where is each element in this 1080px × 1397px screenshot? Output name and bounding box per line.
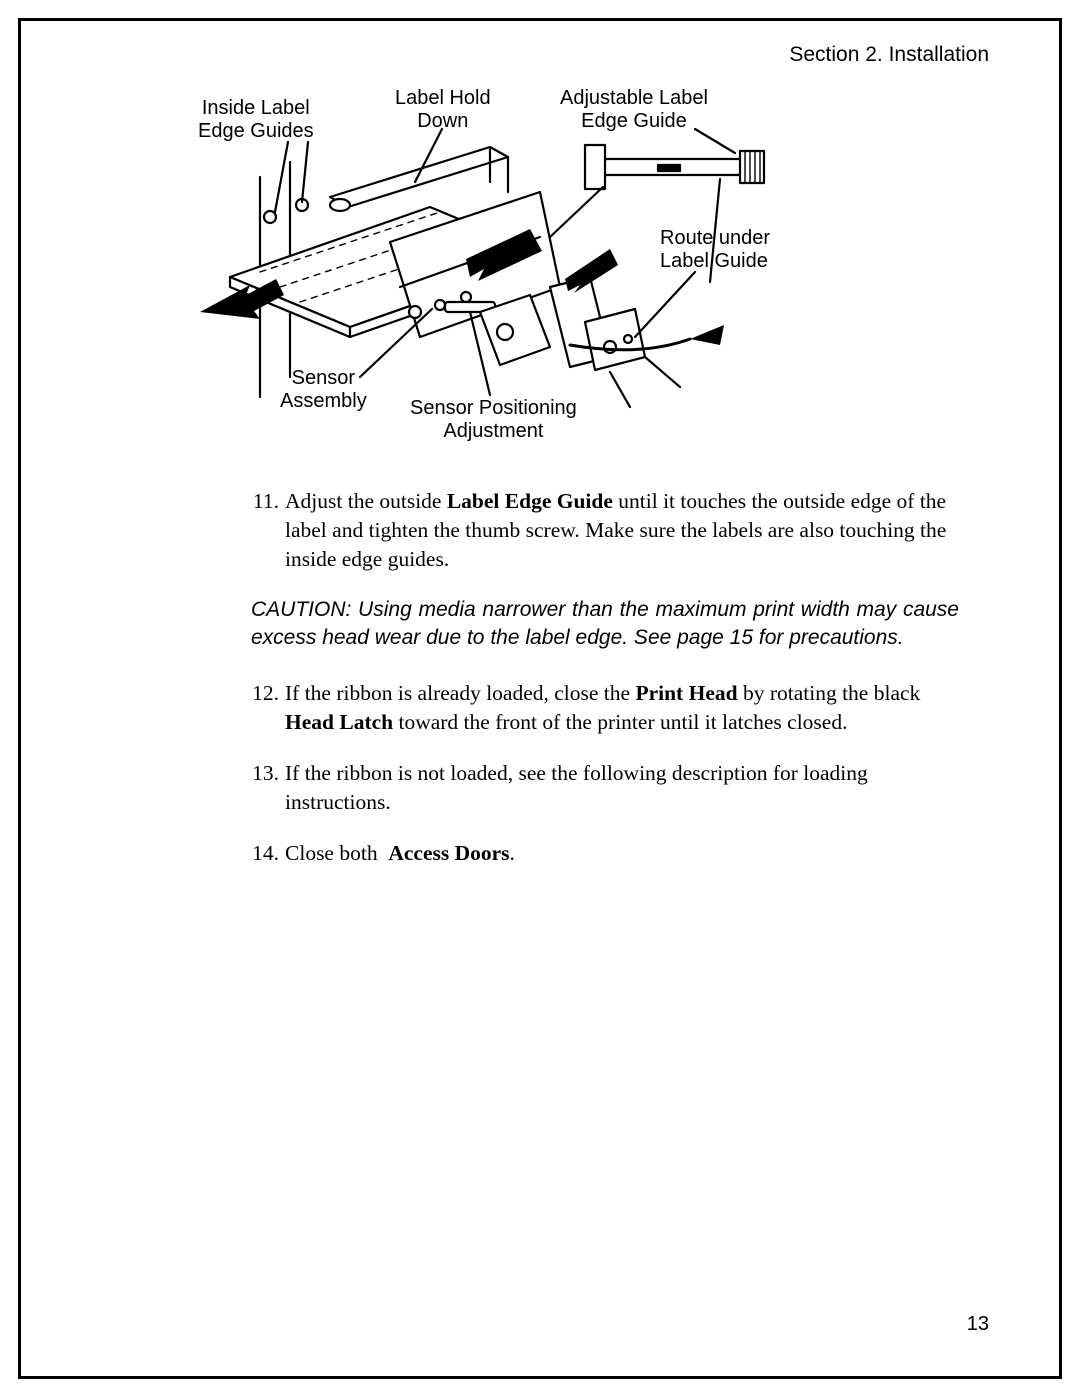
body-text: 11. Adjust the outside Label Edge Guide … xyxy=(251,487,959,868)
step-number: 13. xyxy=(251,759,285,817)
step-13: 13. If the ribbon is not loaded, see the… xyxy=(251,759,959,817)
step-content: If the ribbon is already loaded, close t… xyxy=(285,679,959,737)
step-14: 14. Close both Access Doors. xyxy=(251,839,959,868)
step-number: 12. xyxy=(251,679,285,737)
step-number: 11. xyxy=(251,487,285,574)
callout-label-hold-down: Label Hold Down xyxy=(395,87,491,133)
step-content: Close both Access Doors. xyxy=(285,839,959,868)
step-11: 11. Adjust the outside Label Edge Guide … xyxy=(251,487,959,574)
step-content: Adjust the outside Label Edge Guide unti… xyxy=(285,487,959,574)
page-number: 13 xyxy=(967,1313,989,1336)
step-12: 12. If the ribbon is already loaded, clo… xyxy=(251,679,959,737)
section-header: Section 2. Installation xyxy=(81,43,999,67)
caution-note: CAUTION: Using media narrower than the m… xyxy=(251,596,959,653)
callout-sensor-positioning-adjustment: Sensor Positioning Adjustment xyxy=(410,397,577,443)
step-number: 14. xyxy=(251,839,285,868)
page-frame: Section 2. Installation xyxy=(18,18,1062,1379)
step-content: If the ribbon is not loaded, see the fol… xyxy=(285,759,959,817)
callout-adjustable-label-edge-guide: Adjustable Label Edge Guide xyxy=(560,87,708,133)
callout-route-under-label-guide: Route under Label Guide xyxy=(660,227,770,273)
callout-sensor-assembly: Sensor Assembly xyxy=(280,367,367,413)
installation-diagram: Inside Label Edge Guides Label Hold Down… xyxy=(190,87,890,467)
callout-inside-label-edge-guides: Inside Label Edge Guides xyxy=(198,97,314,143)
